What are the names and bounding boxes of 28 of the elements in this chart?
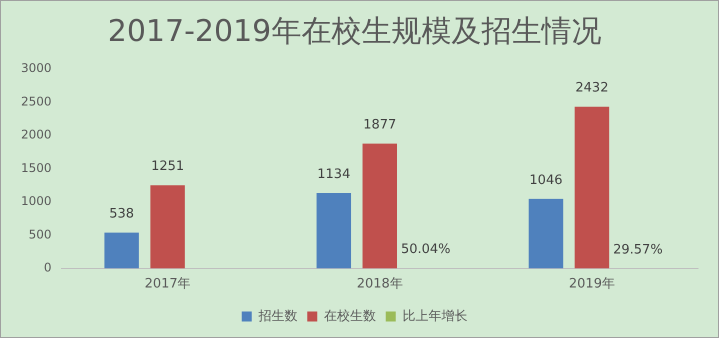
data-label: 50.04% bbox=[400, 242, 451, 258]
data-label: 538 bbox=[109, 206, 134, 222]
data-label: 1251 bbox=[151, 159, 184, 174]
bar bbox=[574, 106, 610, 268]
data-label: 1877 bbox=[363, 118, 396, 133]
y-tick-label: 3000 bbox=[20, 61, 52, 76]
bar bbox=[362, 144, 398, 268]
y-tick-label: 1500 bbox=[20, 160, 52, 175]
y-tick-label: 2500 bbox=[20, 94, 52, 108]
x-tick-label: 2019年 bbox=[568, 276, 615, 292]
y-tick-label: 0 bbox=[44, 260, 52, 275]
legend-label: 比上年增长 bbox=[402, 308, 468, 324]
bar bbox=[528, 198, 564, 268]
chart-title: 2017-2019年在校生规模及招生情况 bbox=[108, 14, 602, 49]
data-label: 29.57% bbox=[613, 242, 663, 258]
y-tick-label: 1000 bbox=[20, 194, 52, 208]
y-tick-label: 500 bbox=[28, 227, 52, 242]
y-tick-label: 2000 bbox=[20, 128, 52, 142]
bar bbox=[316, 193, 352, 268]
bar bbox=[104, 232, 139, 268]
bar bbox=[150, 185, 185, 268]
data-label: 1046 bbox=[529, 172, 563, 188]
x-tick-label: 2017年 bbox=[144, 276, 191, 292]
data-label: 1134 bbox=[317, 166, 350, 182]
legend-label: 在校生数 bbox=[324, 308, 376, 324]
x-tick-label: 2018年 bbox=[356, 276, 403, 292]
legend-label: 招生数 bbox=[257, 308, 298, 324]
data-label: 2432 bbox=[575, 80, 608, 96]
